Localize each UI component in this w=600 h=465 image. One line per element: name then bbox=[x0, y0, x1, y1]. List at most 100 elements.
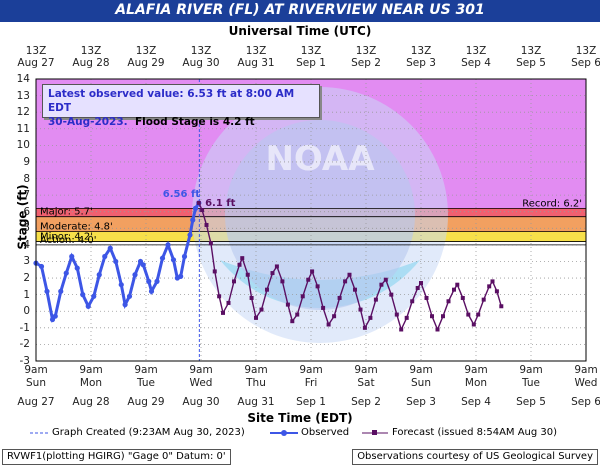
observed-point bbox=[140, 262, 146, 268]
y-tick-label: 10 bbox=[16, 139, 30, 152]
forecast-point bbox=[455, 282, 460, 287]
chart-title: ALAFIA RIVER (FL) AT RIVERVIEW NEAR US 3… bbox=[115, 2, 485, 18]
forecast-point bbox=[290, 319, 295, 324]
bottom-tick-date: Aug 31 bbox=[237, 396, 275, 408]
forecast-point bbox=[200, 208, 205, 213]
observed-point bbox=[132, 272, 138, 278]
bottom-tick-weekday: Sun bbox=[26, 377, 46, 389]
bottom-tick-time: 9am bbox=[574, 364, 598, 376]
forecast-point bbox=[237, 262, 242, 267]
forecast-point bbox=[494, 289, 499, 294]
forecast-point bbox=[466, 312, 471, 317]
top-tick-date: Sep 2 bbox=[351, 57, 381, 69]
forecast-point bbox=[441, 314, 445, 319]
y-tick-label: 5 bbox=[23, 222, 30, 235]
observed-point bbox=[113, 258, 119, 265]
series-layer: 6.56 ft 6.1 ft bbox=[33, 189, 504, 332]
y-tick-label: 11 bbox=[16, 122, 30, 135]
observed-point bbox=[190, 217, 196, 223]
forecast-point bbox=[245, 272, 250, 277]
observed-point bbox=[74, 265, 80, 271]
top-tick-date: Aug 27 bbox=[17, 57, 55, 69]
y-tick-label: 14 bbox=[16, 73, 30, 85]
y-tick-label: 12 bbox=[16, 106, 30, 119]
top-tick-utc: 13Z bbox=[245, 45, 267, 57]
observed-point bbox=[52, 313, 58, 319]
observed-point bbox=[107, 245, 113, 251]
observed-point bbox=[38, 263, 45, 270]
observed-point bbox=[102, 253, 108, 260]
y-tick-label: -2 bbox=[19, 338, 30, 351]
top-tick-utc: 13Z bbox=[190, 45, 212, 57]
bottom-tick-time: 9am bbox=[464, 364, 488, 376]
forecast-point bbox=[254, 315, 258, 320]
forecast-point bbox=[259, 307, 264, 312]
bottom-tick-weekday: Mon bbox=[464, 377, 488, 389]
forecast-point bbox=[499, 304, 504, 309]
forecast-point bbox=[379, 282, 384, 287]
bottom-tick-date: Sep 6 bbox=[571, 396, 600, 408]
forecast-point bbox=[410, 299, 415, 304]
footer-credit: Observations courtesy of US Geological S… bbox=[352, 449, 598, 465]
bottom-tick-date: Sep 1 bbox=[296, 396, 326, 408]
y-tick-label: 0 bbox=[23, 305, 30, 318]
plot-frame bbox=[35, 78, 587, 362]
observed-point bbox=[178, 273, 184, 279]
forecast-point bbox=[226, 300, 231, 305]
bottom-tick-time: 9am bbox=[299, 364, 323, 376]
bottom-tick-time: 9am bbox=[189, 364, 213, 376]
forecast-point bbox=[446, 299, 451, 304]
top-tick-utc: 13Z bbox=[465, 45, 487, 57]
observed-point bbox=[63, 270, 69, 276]
bottom-tick-time: 9am bbox=[409, 364, 433, 376]
observed-point bbox=[96, 272, 102, 278]
bottom-tick-weekday: Fri bbox=[304, 377, 318, 389]
latest-value-date: 30-Aug-2023. bbox=[48, 116, 128, 128]
bottom-tick-weekday: Sun bbox=[411, 377, 431, 389]
forecast-point bbox=[321, 305, 326, 310]
top-tick-utc: 13Z bbox=[520, 45, 542, 57]
forecast-point bbox=[368, 315, 373, 320]
forecast-point bbox=[430, 314, 434, 319]
forecast-point bbox=[270, 271, 275, 276]
y-tick-label: 13 bbox=[16, 89, 30, 102]
bottom-tick-date: Aug 30 bbox=[182, 396, 220, 408]
forecast-point bbox=[295, 312, 300, 317]
bottom-tick-weekday: Sat bbox=[357, 377, 375, 389]
y-tick-label: -3 bbox=[19, 355, 30, 367]
forecast-point bbox=[300, 294, 305, 299]
bottom-tick-date: Sep 3 bbox=[406, 396, 436, 408]
observed-point bbox=[85, 303, 91, 309]
y-tick-label: 7 bbox=[23, 189, 30, 202]
top-tick-utc: 13Z bbox=[25, 45, 47, 57]
bottom-tick-date: Sep 2 bbox=[351, 396, 381, 408]
top-tick-utc: 13Z bbox=[300, 45, 322, 57]
observed-point bbox=[69, 253, 75, 260]
y-tick-label: 9 bbox=[23, 155, 30, 168]
forecast-point bbox=[343, 279, 348, 284]
observed-point bbox=[91, 293, 97, 299]
top-tick-date: Sep 6 bbox=[571, 57, 600, 69]
forecast-point bbox=[240, 256, 245, 261]
top-tick-date: Sep 1 bbox=[296, 57, 326, 69]
bottom-tick-date: Sep 4 bbox=[461, 396, 491, 408]
peak-observed-label: 6.56 ft bbox=[163, 189, 201, 200]
forecast-point bbox=[404, 315, 409, 320]
top-tick-date: Aug 31 bbox=[237, 57, 275, 69]
top-tick-date: Aug 28 bbox=[72, 57, 110, 69]
forecast-point bbox=[362, 325, 367, 330]
top-tick-utc: 13Z bbox=[575, 45, 597, 57]
peak-forecast-label: 6.1 ft bbox=[205, 198, 236, 209]
forecast-point bbox=[383, 277, 388, 282]
forecast-point bbox=[389, 292, 394, 297]
bottom-tick-time: 9am bbox=[79, 364, 103, 376]
bottom-tick-time: 9am bbox=[354, 364, 378, 376]
forecast-point bbox=[326, 322, 331, 327]
bottom-tick-date: Sep 5 bbox=[516, 396, 546, 408]
bottom-tick-time: 9am bbox=[519, 364, 543, 376]
legend-observed-label: Observed bbox=[301, 427, 350, 438]
forecast-point bbox=[415, 286, 420, 291]
forecast-point bbox=[285, 302, 290, 307]
forecast-point bbox=[490, 279, 495, 284]
y-tick-label: -1 bbox=[19, 321, 30, 334]
